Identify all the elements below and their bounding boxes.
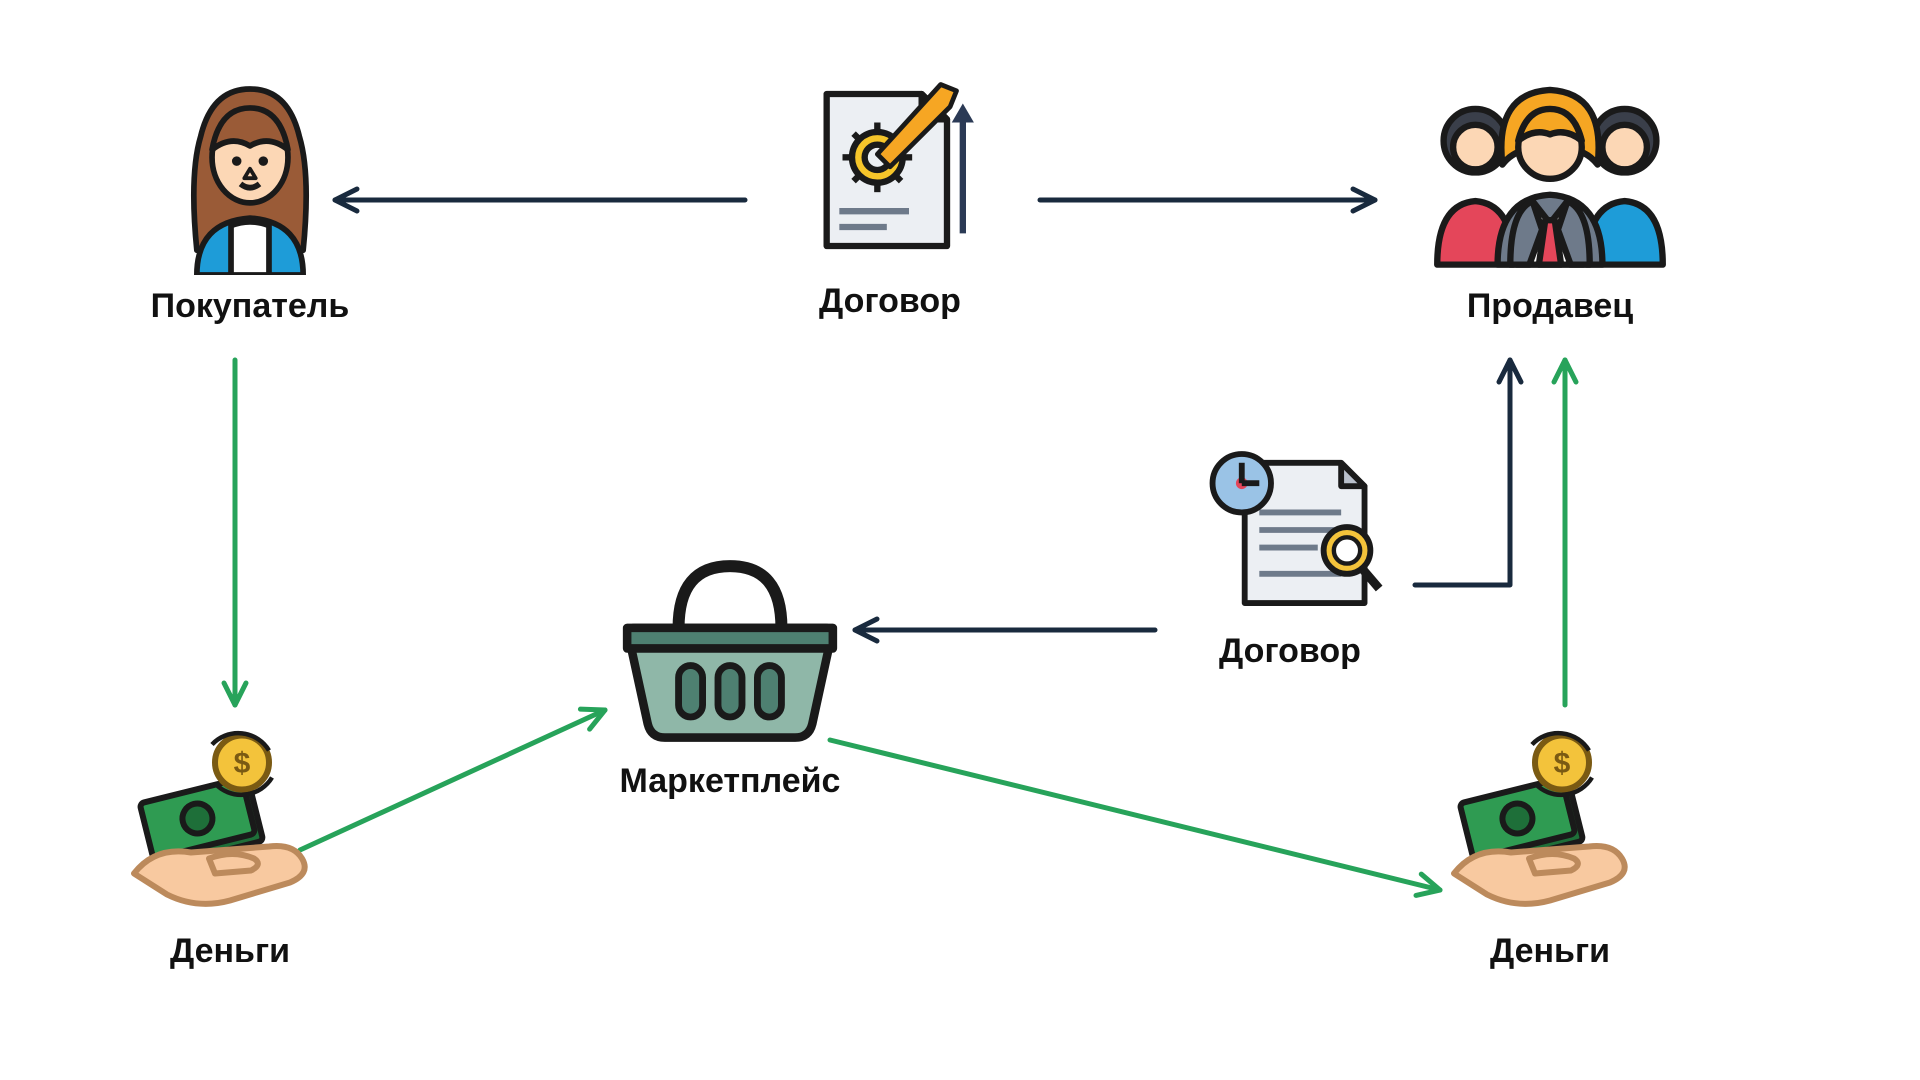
money-right-label: Деньги xyxy=(1420,932,1680,971)
node-contract-mid: Договор xyxy=(1160,440,1420,671)
money-icon: $ xyxy=(125,710,335,920)
arrow-contract2-to-seller xyxy=(1415,360,1510,585)
svg-text:$: $ xyxy=(234,747,251,780)
svg-text:$: $ xyxy=(1554,747,1571,780)
node-money-left: $ Деньги xyxy=(100,710,360,971)
node-money-right: $ Деньги xyxy=(1420,710,1680,971)
contract-gear-icon xyxy=(795,70,985,270)
seller-group-icon xyxy=(1415,70,1685,275)
node-seller: Продавец xyxy=(1380,70,1720,326)
buyer-icon xyxy=(155,70,345,275)
diagram-stage: Покупатель xyxy=(0,0,1920,1080)
buyer-label: Покупатель xyxy=(120,287,380,326)
node-marketplace: Маркетплейс xyxy=(560,540,900,801)
money-left-label: Деньги xyxy=(100,932,360,971)
node-buyer: Покупатель xyxy=(120,70,380,326)
arrow-marketplace-to-money2 xyxy=(830,740,1440,890)
node-contract-top: Договор xyxy=(760,70,1020,321)
basket-icon xyxy=(610,540,850,750)
seller-label: Продавец xyxy=(1380,287,1720,326)
marketplace-label: Маркетплейс xyxy=(560,762,900,801)
contract-top-label: Договор xyxy=(760,282,1020,321)
contract-search-icon xyxy=(1195,440,1385,620)
contract-mid-label: Договор xyxy=(1160,632,1420,671)
money-icon: $ xyxy=(1445,710,1655,920)
